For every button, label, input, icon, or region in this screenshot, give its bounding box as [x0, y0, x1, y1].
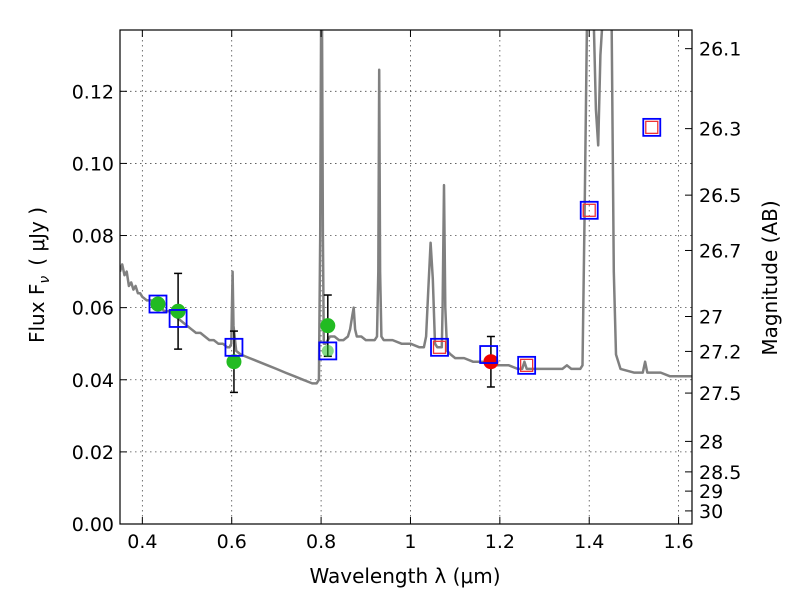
observed-point	[226, 354, 242, 370]
tick-marks	[120, 30, 692, 525]
plot-frame	[119, 29, 693, 525]
magnitude-tick-label: 29	[699, 481, 723, 503]
model-inner-point	[321, 344, 334, 357]
model-square	[168, 309, 188, 328]
model-inner-square	[432, 340, 447, 354]
magnitude-tick-label: 30	[699, 501, 723, 523]
model-inner-point	[151, 298, 164, 311]
magnitude-tick-label: 28	[699, 431, 723, 453]
observed-point	[483, 354, 499, 370]
model-square	[430, 337, 449, 357]
y-tick-label: 0.10	[72, 153, 114, 175]
model-square	[318, 341, 338, 361]
magnitude-tick-label: 26.3	[699, 119, 741, 141]
magnitude-tick-label: 26.7	[699, 240, 741, 262]
model-square	[148, 294, 168, 314]
y-tick-label: 0.00	[72, 514, 114, 536]
grid	[120, 30, 692, 525]
magnitude-tick-label: 28.5	[699, 462, 741, 484]
y-tick-label: 0.02	[72, 442, 114, 464]
y-tick-label: 0.04	[72, 370, 114, 392]
y-axis-label-main: Flux F	[25, 284, 49, 343]
y-tick-label: 0.06	[72, 298, 114, 320]
x-tick-label: 0.8	[306, 531, 336, 553]
x-tick-label: 1.6	[663, 531, 693, 553]
spectrum-layer	[120, 30, 692, 385]
model-square	[479, 345, 499, 364]
x-tick-labels: 0.4 0.6 0.8 1 1.2 1.4 1.6	[127, 531, 693, 553]
x-tick-label: 1.2	[485, 531, 515, 553]
model-square	[517, 355, 537, 375]
x-tick-label: 0.6	[217, 531, 247, 553]
model-square	[642, 117, 662, 137]
model-square	[224, 337, 244, 357]
y-tick-labels: 0.00 0.02 0.04 0.06 0.08 0.10 0.12	[72, 81, 114, 536]
model-inner-square	[582, 203, 596, 217]
model-inner-square	[520, 358, 534, 372]
magnitude-tick-label: 27.2	[699, 341, 741, 363]
magnitude-tick-label: 26.1	[699, 39, 741, 61]
observed-point	[320, 318, 336, 334]
x-tick-label: 1	[404, 531, 416, 553]
model-squares	[148, 117, 662, 375]
y-tick-label: 0.08	[72, 226, 114, 248]
y-axis-label-unit: ( μJy )	[25, 207, 49, 266]
model-square	[579, 200, 599, 220]
magnitude-tick-label: 26.5	[699, 185, 741, 207]
y-axis-label-subscript: ν	[37, 276, 53, 284]
magnitude-tick-label: 27	[699, 307, 723, 329]
y-axis-label: Flux Fν ( μJy )	[25, 207, 53, 343]
model-inner-square	[645, 120, 659, 135]
observed-point	[170, 303, 186, 319]
x-tick-label: 1.4	[574, 531, 604, 553]
spectrum-line	[120, 30, 692, 385]
x-tick-label: 0.4	[127, 531, 157, 553]
x-axis-label: Wavelength λ (μm)	[309, 564, 500, 588]
magnitude-tick-label: 27.5	[699, 383, 741, 405]
y-tick-label: 0.12	[72, 81, 114, 103]
magnitude-axis-label: Magnitude (AB)	[758, 200, 782, 355]
